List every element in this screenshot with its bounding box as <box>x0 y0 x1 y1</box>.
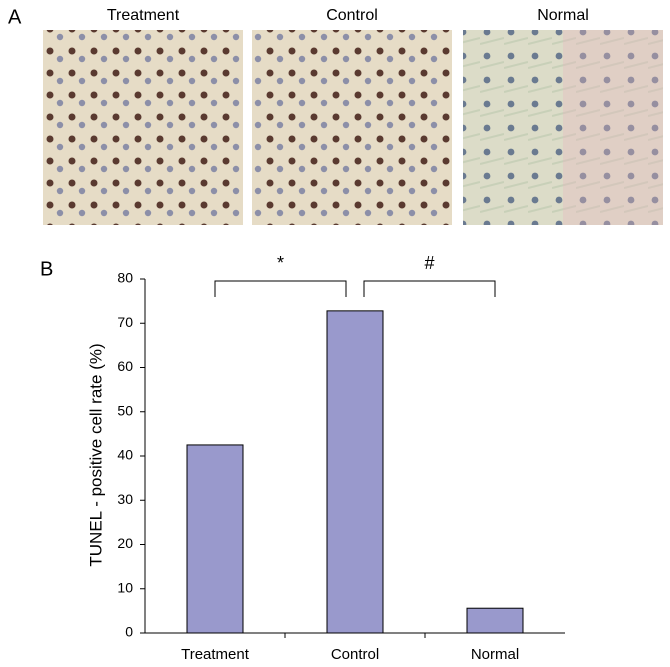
y-tick-label: 10 <box>117 579 133 595</box>
y-tick-label: 0 <box>125 624 133 640</box>
y-tick-label: 60 <box>117 358 133 374</box>
x-tick-label: Control <box>331 646 379 663</box>
significance-bracket <box>214 280 347 297</box>
panel-label: B <box>40 258 53 280</box>
y-axis-label: TUNEL - positive cell rate (%) <box>86 343 105 566</box>
significance-mark: * <box>277 253 284 273</box>
image-title: Control <box>326 7 378 24</box>
y-tick-label: 40 <box>117 447 133 463</box>
micrograph <box>252 30 452 225</box>
image-title: Treatment <box>107 7 180 24</box>
y-tick-label: 20 <box>117 535 133 551</box>
bar <box>186 444 244 634</box>
micrograph <box>43 30 243 225</box>
panel-label: A <box>8 6 22 28</box>
significance-bracket <box>363 280 496 297</box>
bar <box>326 310 384 634</box>
y-tick-label: 70 <box>117 314 133 330</box>
micrograph <box>463 30 663 225</box>
x-tick-label: Treatment <box>181 646 250 663</box>
y-tick-label: 80 <box>117 270 133 286</box>
y-tick-label: 50 <box>117 402 133 418</box>
significance-mark: # <box>424 253 434 273</box>
image-title: Normal <box>537 7 589 24</box>
panel-a: A Treatment Control Normal <box>8 6 663 225</box>
y-tick-label: 30 <box>117 491 133 507</box>
x-tick-label: Normal <box>471 646 519 663</box>
micrograph-tint <box>563 30 663 225</box>
bar <box>466 607 524 634</box>
